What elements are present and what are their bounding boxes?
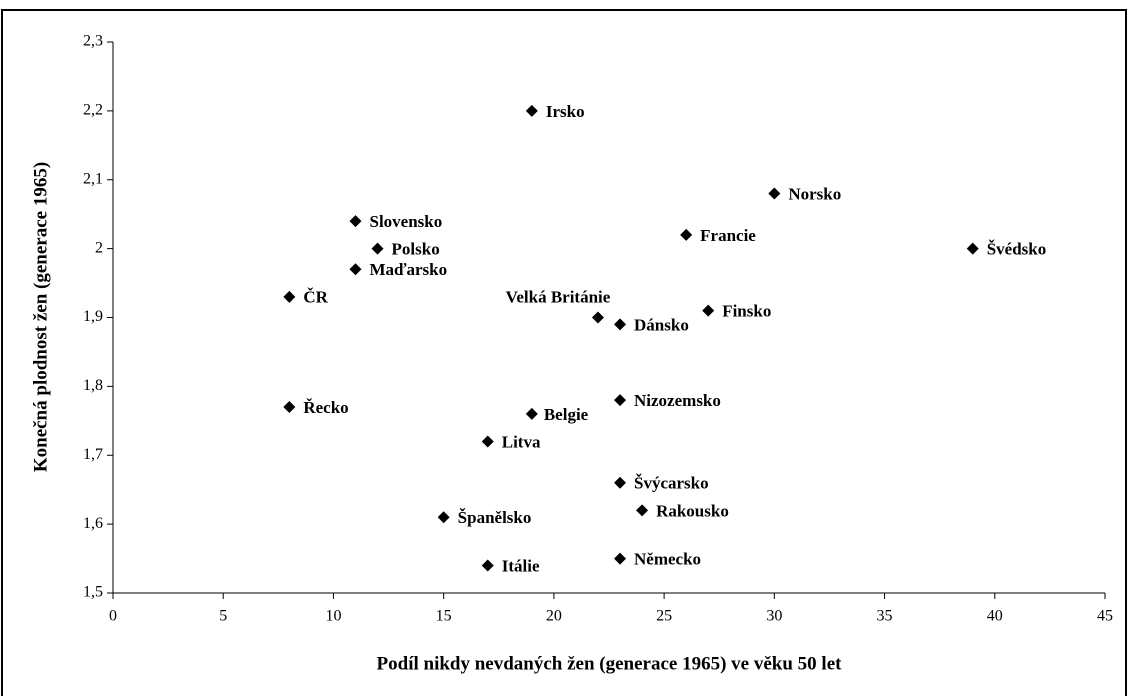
x-axis-title: Podíl nikdy nevdaných žen (generace 1965… xyxy=(377,653,843,674)
point xyxy=(702,304,715,317)
point-label: Irsko xyxy=(546,102,585,121)
y-tick-label: 1,9 xyxy=(83,308,103,325)
y-tick-label: 1,5 xyxy=(83,584,103,601)
point xyxy=(680,228,693,241)
x-tick-label: 15 xyxy=(436,608,452,625)
point-label: Německo xyxy=(634,549,701,568)
point-label: Belgie xyxy=(544,405,589,424)
x-tick-label: 30 xyxy=(766,608,782,625)
point-label: Španělsko xyxy=(458,508,532,527)
x-tick-label: 35 xyxy=(877,608,893,625)
y-tick-label: 2 xyxy=(95,239,103,256)
point-label: Řecko xyxy=(303,398,348,417)
x-tick-label: 45 xyxy=(1097,608,1113,625)
chart-frame xyxy=(1,9,1127,696)
point-label: Dánsko xyxy=(634,315,689,334)
point-label: Polsko xyxy=(392,240,440,259)
y-tick-label: 1,8 xyxy=(83,377,103,394)
point xyxy=(481,559,494,572)
x-tick-label: 10 xyxy=(325,608,341,625)
x-tick-label: 20 xyxy=(546,608,562,625)
point xyxy=(768,187,781,200)
point xyxy=(636,504,649,517)
point xyxy=(349,263,362,276)
point-label: Norsko xyxy=(788,184,841,203)
point xyxy=(614,476,627,489)
point-label: Litva xyxy=(502,432,541,451)
point xyxy=(481,435,494,448)
x-tick-label: 40 xyxy=(987,608,1003,625)
point-label: ČR xyxy=(303,288,328,307)
point-label: Francie xyxy=(700,226,756,245)
y-tick-label: 2,1 xyxy=(83,170,103,187)
point-label: Slovensko xyxy=(369,212,442,231)
point xyxy=(591,311,604,324)
point-label: Švédsko xyxy=(987,240,1047,259)
point xyxy=(437,511,450,524)
point-label: Nizozemsko xyxy=(634,391,721,410)
point-label: Itálie xyxy=(502,556,540,575)
y-tick-label: 1,7 xyxy=(83,446,103,463)
y-tick-label: 1,6 xyxy=(83,515,103,532)
y-axis-title: Konečná plodnost žen (generace 1965) xyxy=(30,162,51,472)
point xyxy=(371,242,384,255)
point xyxy=(525,407,538,420)
point xyxy=(349,215,362,228)
y-tick-label: 2,3 xyxy=(83,33,103,50)
point-label: Maďarsko xyxy=(369,260,447,279)
x-tick-label: 25 xyxy=(656,608,672,625)
point xyxy=(614,552,627,565)
point xyxy=(614,318,627,331)
point-label: Švýcarsko xyxy=(634,474,709,493)
y-tick-label: 2,2 xyxy=(83,102,103,119)
point-label: Finsko xyxy=(722,302,771,321)
point xyxy=(283,401,296,414)
x-tick-label: 5 xyxy=(219,608,227,625)
point xyxy=(283,290,296,303)
point xyxy=(525,104,538,117)
point xyxy=(966,242,979,255)
point-label: Rakousko xyxy=(656,501,729,520)
x-tick-label: 0 xyxy=(109,608,117,625)
point-label: Velká Británie xyxy=(506,287,611,306)
point xyxy=(614,394,627,407)
